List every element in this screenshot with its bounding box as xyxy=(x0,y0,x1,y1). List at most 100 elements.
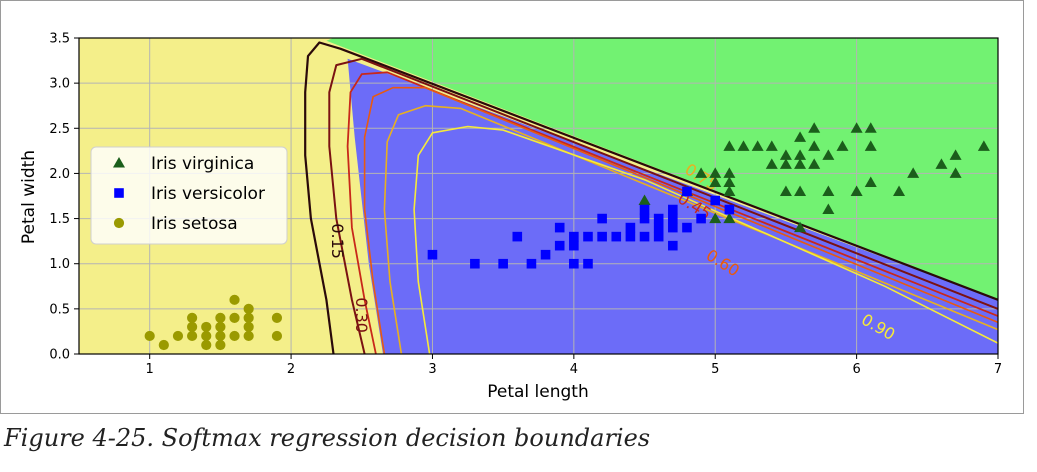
iris-versicolor-point xyxy=(583,258,593,269)
contour-line-1 xyxy=(304,41,998,354)
iris-virginica-point xyxy=(723,140,736,151)
iris-virginica-point xyxy=(836,140,849,151)
x-tick-label: 1 xyxy=(146,362,154,377)
contour-line-4 xyxy=(363,86,998,354)
iris-versicolor-point xyxy=(668,240,678,251)
iris-setosa-point xyxy=(187,330,198,342)
iris-versicolor-point xyxy=(611,231,622,242)
iris-setosa-point xyxy=(201,339,212,351)
iris-setosa-point xyxy=(243,330,254,342)
iris-virginica-point xyxy=(850,185,863,196)
iris-versicolor-point xyxy=(653,231,664,242)
legend-marker-iris-versicolor xyxy=(114,188,124,198)
iris-virginica-point xyxy=(864,122,877,133)
y-tick-label: 2.0 xyxy=(49,167,70,182)
iris-setosa-point xyxy=(215,339,226,351)
x-axis-label: Petal length xyxy=(487,382,589,402)
iris-setosa-point xyxy=(215,330,226,342)
iris-setosa-point xyxy=(243,303,254,314)
x-tick-label: 7 xyxy=(994,362,1002,377)
iris-versicolor-point xyxy=(554,222,565,233)
iris-setosa-point xyxy=(187,312,198,323)
y-tick-label: 1.0 xyxy=(49,257,70,272)
iris-setosa-point xyxy=(215,321,226,333)
figure-frame: 0.150.300.450.600.750.90 12345670.00.51.… xyxy=(0,0,1024,414)
x-tick-label: 3 xyxy=(428,362,436,377)
iris-versicolor-point xyxy=(710,195,721,206)
legend-marker-iris-virginica xyxy=(113,157,125,168)
iris-virginica-point xyxy=(723,185,736,196)
iris-versicolor-point xyxy=(597,213,607,224)
iris-virginica-point xyxy=(765,140,778,151)
y-tick-label: 3.5 xyxy=(49,32,70,47)
iris-setosa-point xyxy=(243,321,254,333)
iris-versicolor-point xyxy=(597,231,607,242)
iris-virginica-point xyxy=(779,149,792,160)
iris-setosa-point xyxy=(243,312,254,323)
iris-setosa-point xyxy=(187,321,198,333)
iris-versicolor-point xyxy=(682,222,692,233)
contour-line-6 xyxy=(413,125,998,354)
contour-line-5 xyxy=(383,104,998,354)
iris-virginica-point xyxy=(864,176,877,187)
legend-label-iris-setosa: Iris setosa xyxy=(151,214,238,234)
iris-versicolor-point xyxy=(682,186,692,197)
iris-virginica-point xyxy=(723,167,736,178)
iris-virginica-point xyxy=(765,158,778,169)
figure-caption: Figure 4-25. Softmax regression decision… xyxy=(4,424,651,452)
iris-versicolor-point xyxy=(625,222,636,233)
iris-setosa-point xyxy=(144,330,155,342)
iris-virginica-point xyxy=(779,158,792,169)
iris-setosa-point xyxy=(158,339,169,351)
iris-setosa-point xyxy=(271,330,283,342)
iris-virginica-point xyxy=(949,149,962,160)
y-tick-label: 3.0 xyxy=(49,77,70,92)
iris-virginica-point xyxy=(737,140,750,151)
virginica-region xyxy=(326,38,998,300)
y-tick-label: 2.5 xyxy=(49,122,70,137)
y-tick-label: 1.5 xyxy=(49,212,70,227)
iris-setosa-point xyxy=(229,294,240,305)
x-tick-label: 5 xyxy=(711,362,719,377)
iris-versicolor-point xyxy=(653,222,664,233)
iris-virginica-point xyxy=(794,131,807,142)
iris-versicolor-point xyxy=(540,249,551,260)
legend-marker-iris-setosa xyxy=(113,217,125,229)
contour-line-2 xyxy=(328,57,998,354)
x-tick-label: 2 xyxy=(287,362,295,377)
iris-virginica-point xyxy=(695,167,708,178)
iris-virginica-point xyxy=(794,185,807,196)
iris-versicolor-point xyxy=(526,258,537,269)
iris-virginica-point xyxy=(808,158,821,169)
iris-versicolor-point xyxy=(639,231,650,242)
iris-versicolor-point xyxy=(554,240,565,251)
iris-versicolor-point xyxy=(512,231,523,242)
legend-label-iris-virginica: Iris virginica xyxy=(151,154,254,174)
y-tick-label: 0.5 xyxy=(49,302,70,317)
iris-virginica-point xyxy=(850,122,863,133)
iris-versicolor-point xyxy=(583,231,593,242)
iris-virginica-point xyxy=(864,140,877,151)
iris-virginica-point xyxy=(977,140,990,151)
iris-virginica-point xyxy=(935,158,948,169)
iris-virginica-point xyxy=(808,140,821,151)
iris-versicolor-point xyxy=(668,213,678,224)
iris-virginica-point xyxy=(723,212,736,224)
iris-versicolor-point xyxy=(696,213,706,224)
y-axis-label: Petal width xyxy=(19,150,39,244)
iris-versicolor-point xyxy=(498,258,508,269)
iris-virginica-point xyxy=(723,176,736,187)
iris-virginica-point xyxy=(907,167,920,178)
iris-setosa-point xyxy=(229,312,240,323)
x-tick-label: 6 xyxy=(852,362,860,377)
iris-virginica-point xyxy=(893,185,906,196)
iris-versicolor-point xyxy=(569,240,579,251)
y-tick-label: 0.0 xyxy=(49,348,70,363)
iris-versicolor-point xyxy=(427,249,438,260)
iris-versicolor-point xyxy=(470,258,480,269)
contour-line-3 xyxy=(346,71,998,354)
iris-virginica-point xyxy=(779,185,792,196)
contour-label-0-15: 0.15 xyxy=(328,223,347,259)
iris-versicolor-point xyxy=(625,231,636,242)
iris-versicolor-point xyxy=(639,204,650,215)
